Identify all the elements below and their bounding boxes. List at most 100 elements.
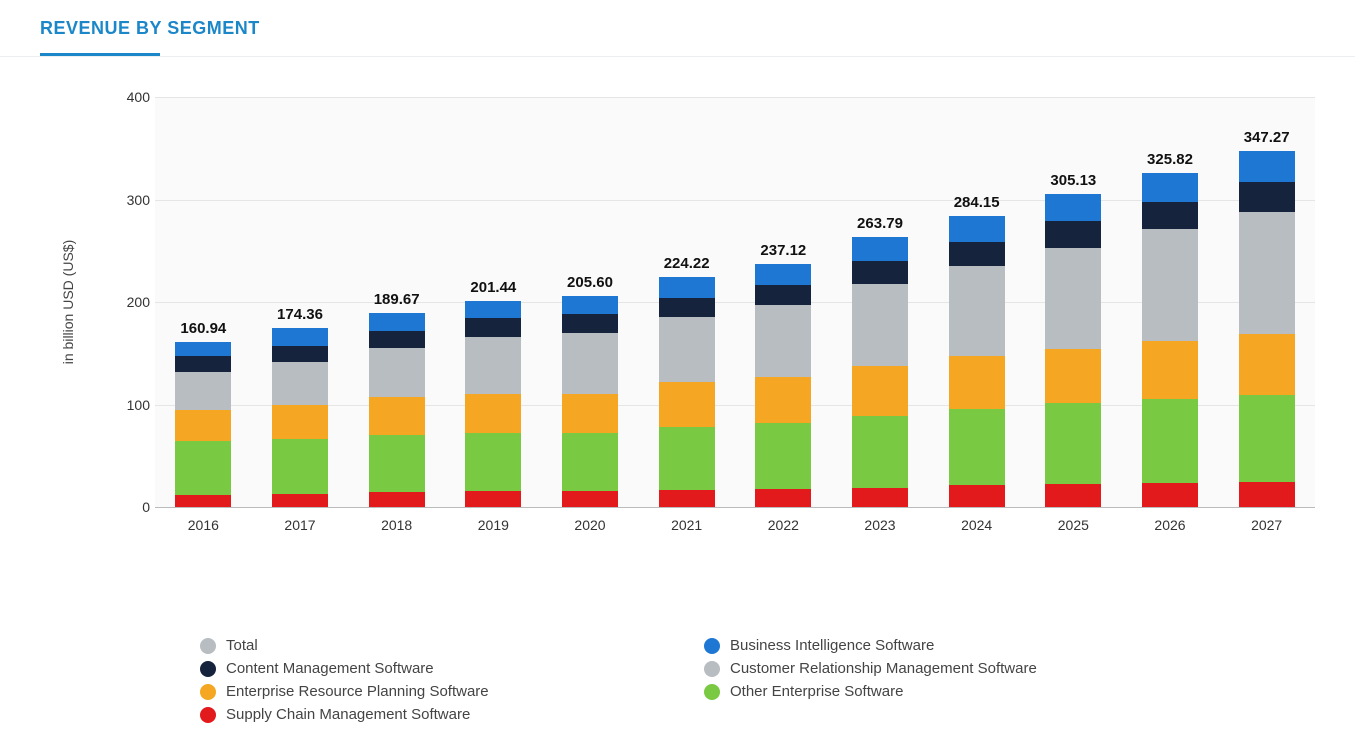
bar-2027[interactable] [1239, 151, 1295, 507]
bar-2017[interactable] [272, 328, 328, 507]
segment-crm[interactable] [1142, 229, 1198, 341]
bar-2019[interactable] [465, 301, 521, 507]
segment-bi[interactable] [272, 328, 328, 346]
bar-2024[interactable] [949, 216, 1005, 507]
segment-supply_chain[interactable] [562, 491, 618, 507]
bar-2025[interactable] [1045, 194, 1101, 507]
segment-other_enterprise[interactable] [949, 409, 1005, 486]
segment-crm[interactable] [1239, 212, 1295, 334]
segment-other_enterprise[interactable] [852, 416, 908, 488]
segment-erp[interactable] [755, 377, 811, 423]
segment-content_mgmt[interactable] [852, 261, 908, 284]
segment-bi[interactable] [755, 264, 811, 285]
segment-bi[interactable] [1045, 194, 1101, 221]
segment-content_mgmt[interactable] [562, 314, 618, 332]
segment-erp[interactable] [949, 356, 1005, 408]
segment-bi[interactable] [949, 216, 1005, 242]
segment-supply_chain[interactable] [659, 490, 715, 507]
segment-crm[interactable] [949, 266, 1005, 356]
segment-other_enterprise[interactable] [1045, 403, 1101, 484]
legend-label: Other Enterprise Software [730, 683, 903, 700]
segment-other_enterprise[interactable] [272, 439, 328, 493]
segment-supply_chain[interactable] [1239, 482, 1295, 507]
segment-other_enterprise[interactable] [369, 435, 425, 491]
segment-content_mgmt[interactable] [369, 331, 425, 348]
segment-other_enterprise[interactable] [175, 441, 231, 494]
segment-crm[interactable] [852, 284, 908, 366]
segment-supply_chain[interactable] [755, 489, 811, 507]
tab-title[interactable]: REVENUE BY SEGMENT [40, 18, 260, 39]
segment-other_enterprise[interactable] [1239, 395, 1295, 482]
segment-crm[interactable] [562, 333, 618, 395]
segment-crm[interactable] [465, 337, 521, 394]
bar-2018[interactable] [369, 313, 425, 507]
bar-2023[interactable] [852, 237, 908, 507]
total-label: 325.82 [1147, 151, 1193, 168]
segment-crm[interactable] [1045, 248, 1101, 349]
segment-supply_chain[interactable] [465, 491, 521, 507]
segment-crm[interactable] [175, 372, 231, 410]
segment-supply_chain[interactable] [369, 492, 425, 507]
segment-content_mgmt[interactable] [175, 356, 231, 371]
segment-content_mgmt[interactable] [949, 242, 1005, 267]
segment-content_mgmt[interactable] [659, 298, 715, 317]
legend-swatch [704, 638, 720, 654]
segment-other_enterprise[interactable] [755, 423, 811, 489]
bar-2020[interactable] [562, 296, 618, 507]
segment-bi[interactable] [175, 342, 231, 356]
legend-item[interactable]: Other Enterprise Software [704, 683, 1184, 700]
segment-supply_chain[interactable] [272, 494, 328, 507]
legend-item[interactable]: Total [200, 637, 680, 654]
segment-crm[interactable] [755, 305, 811, 377]
segment-bi[interactable] [562, 296, 618, 314]
segment-supply_chain[interactable] [175, 495, 231, 507]
segment-bi[interactable] [659, 277, 715, 298]
segment-content_mgmt[interactable] [1239, 182, 1295, 212]
segment-erp[interactable] [1239, 334, 1295, 396]
total-label: 189.67 [374, 291, 420, 308]
segment-erp[interactable] [1142, 341, 1198, 399]
segment-other_enterprise[interactable] [659, 427, 715, 490]
segment-content_mgmt[interactable] [465, 318, 521, 336]
segment-erp[interactable] [659, 382, 715, 427]
bar-2022[interactable] [755, 264, 811, 507]
segment-erp[interactable] [465, 394, 521, 433]
segment-supply_chain[interactable] [1045, 484, 1101, 507]
segment-erp[interactable] [852, 366, 908, 416]
legend-swatch [200, 684, 216, 700]
segment-erp[interactable] [175, 410, 231, 442]
segment-bi[interactable] [1239, 151, 1295, 182]
segment-crm[interactable] [369, 348, 425, 397]
segment-supply_chain[interactable] [1142, 483, 1198, 507]
segment-content_mgmt[interactable] [272, 346, 328, 362]
y-axis-title: in billion USD (US$) [60, 240, 76, 364]
legend-item[interactable]: Content Management Software [200, 660, 680, 677]
segment-other_enterprise[interactable] [562, 433, 618, 490]
segment-supply_chain[interactable] [852, 488, 908, 507]
legend-item[interactable]: Customer Relationship Management Softwar… [704, 660, 1184, 677]
segment-erp[interactable] [1045, 349, 1101, 403]
segment-content_mgmt[interactable] [1045, 221, 1101, 248]
segment-content_mgmt[interactable] [755, 285, 811, 306]
segment-erp[interactable] [562, 394, 618, 433]
segment-bi[interactable] [465, 301, 521, 319]
segment-other_enterprise[interactable] [1142, 399, 1198, 483]
segment-erp[interactable] [369, 397, 425, 435]
legend-item[interactable]: Supply Chain Management Software [200, 706, 680, 723]
segment-bi[interactable] [852, 237, 908, 261]
segment-bi[interactable] [369, 313, 425, 331]
bar-2026[interactable] [1142, 173, 1198, 507]
bar-2021[interactable] [659, 277, 715, 507]
legend-label: Supply Chain Management Software [226, 706, 470, 723]
segment-bi[interactable] [1142, 173, 1198, 202]
segment-other_enterprise[interactable] [465, 433, 521, 490]
legend-label: Business Intelligence Software [730, 637, 934, 654]
segment-crm[interactable] [272, 362, 328, 404]
segment-erp[interactable] [272, 405, 328, 440]
segment-crm[interactable] [659, 317, 715, 382]
segment-supply_chain[interactable] [949, 485, 1005, 507]
bar-2016[interactable] [175, 342, 231, 507]
legend-item[interactable]: Business Intelligence Software [704, 637, 1184, 654]
segment-content_mgmt[interactable] [1142, 202, 1198, 230]
legend-item[interactable]: Enterprise Resource Planning Software [200, 683, 680, 700]
